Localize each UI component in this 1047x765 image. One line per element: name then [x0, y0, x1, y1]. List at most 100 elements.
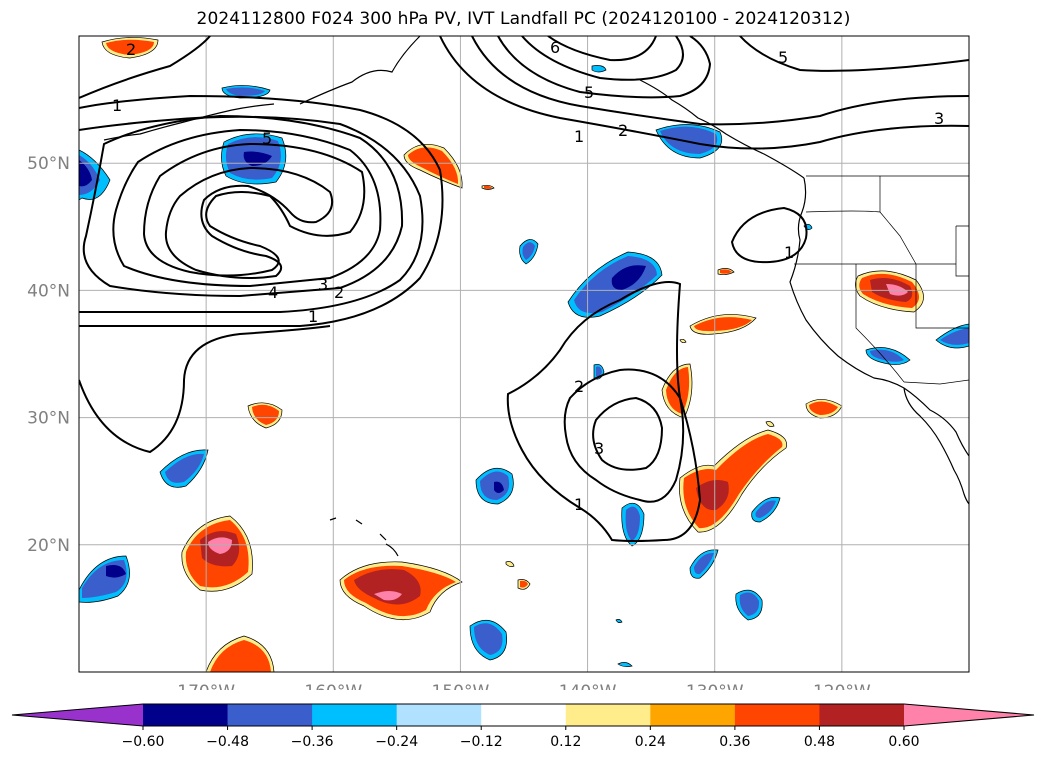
contour-line [730, 206, 808, 264]
contour-line [82, 114, 404, 298]
blob-pos [809, 401, 838, 415]
coastlines [103, 36, 969, 557]
contour-label: 2 [334, 283, 344, 302]
contour-label: 6 [550, 38, 560, 57]
colorbar-segment [481, 704, 567, 726]
contour-label: 1 [112, 96, 122, 115]
blob-pos [520, 580, 528, 588]
contour-label: 1 [784, 243, 794, 262]
lon-tick-label: 140°W [559, 682, 617, 690]
contour-line [79, 36, 211, 99]
blob-neg [79, 160, 92, 187]
latitude-tick-labels: 20°N 30°N 40°N 50°N [27, 154, 70, 556]
colorbar-segment [650, 704, 736, 726]
blob-pos [666, 367, 690, 414]
colorbar-tick-label: 0.48 [804, 734, 835, 750]
contour-line [563, 368, 685, 503]
contour-label: 3 [318, 275, 328, 294]
blob-neg [522, 242, 535, 260]
blob-pos [886, 284, 908, 296]
blob-pos [252, 404, 279, 425]
contour-line [547, 36, 657, 62]
colorbar-tick-label: −0.12 [460, 734, 503, 750]
border-wa-or [805, 176, 881, 213]
map-frame [78, 35, 970, 673]
coastline-baja [903, 387, 969, 505]
colorbar-segment [396, 704, 482, 726]
colorbar-segment [227, 704, 313, 726]
longitude-tick-labels: 170°W 160°W 150°W 140°W 130°W 120°W [177, 682, 871, 690]
lon-tick-label: 170°W [177, 682, 235, 690]
contour-line [142, 142, 366, 277]
colorbar-tick-label: −0.24 [375, 734, 418, 750]
contour-label: 5 [778, 48, 788, 67]
border-ca-nv [855, 264, 905, 383]
blob-neg [243, 151, 272, 166]
contour-line [521, 36, 684, 81]
colorbar-segment [734, 704, 820, 726]
map-panel: 2 1 5 4 3 2 1 6 5 2 1 5 3 1 2 3 1 170°W1… [27, 35, 970, 690]
blob-pos [765, 421, 775, 427]
colorbar: −0.60 −0.48 −0.36 −0.24 −0.12 0.12 0.24 0.36 0.4… [11, 703, 1035, 750]
blob-neg [226, 87, 265, 96]
blob-pos [374, 591, 402, 601]
blob-pos [408, 147, 459, 184]
contour-label: 3 [594, 439, 604, 458]
border-id [879, 211, 969, 277]
blob-pos [354, 569, 421, 605]
colorbar-segments [11, 703, 1035, 730]
blob-neg [165, 453, 204, 483]
lat-tick-label: 40°N [27, 281, 70, 301]
blob-neg [739, 592, 760, 616]
contour-line [79, 94, 444, 327]
coastline-mexico [903, 387, 969, 457]
blob-neg [615, 618, 623, 624]
blob-neg [596, 366, 602, 377]
colorbar-tick-label: 0.36 [719, 734, 750, 750]
coastline-alaska [299, 36, 421, 105]
contour-label: 4 [268, 283, 278, 302]
blob-neg [625, 506, 640, 541]
blob-neg [660, 126, 718, 154]
contour-label: 1 [574, 127, 584, 146]
blob-pos [694, 317, 752, 332]
contour-line [471, 36, 969, 126]
contour-line [497, 36, 712, 99]
lat-tick-label: 30°N [27, 409, 70, 429]
lon-tick-label: 150°W [432, 682, 490, 690]
contour-label: 2 [618, 121, 628, 140]
blob-neg [474, 623, 503, 655]
blob-pos [679, 338, 687, 344]
blob-neg [940, 328, 969, 345]
blob-neg [617, 662, 633, 668]
contour-label: 5 [584, 83, 594, 102]
blob-pos [696, 480, 729, 511]
colorbar-extend-high [904, 704, 1034, 726]
colorbar-segment [312, 704, 398, 726]
blob-neg [494, 481, 504, 493]
blob-neg [106, 565, 126, 578]
coastline-hawaii [329, 517, 399, 557]
contour-line [439, 36, 969, 150]
lat-tick-label: 20°N [27, 536, 70, 556]
state-borders [794, 175, 969, 385]
lon-tick-label: 130°W [686, 682, 744, 690]
colorbar-tick-label: −0.36 [291, 734, 334, 750]
border-nv-az [915, 264, 969, 329]
pv-contours [79, 36, 969, 542]
shaded-anomaly-fields [79, 37, 969, 672]
blob-neg [611, 265, 646, 290]
blob-pos [505, 561, 515, 568]
contour-line [79, 325, 331, 454]
colorbar-segment [819, 704, 905, 726]
lon-tick-label: 120°W [813, 682, 871, 690]
contour-line [79, 115, 424, 313]
blob-pos [210, 640, 271, 672]
lon-tick-label: 160°W [304, 682, 362, 690]
colorbar-extend-low [12, 704, 143, 726]
blob-pos [720, 269, 732, 274]
contour-label: 5 [262, 129, 272, 148]
colorbar-tick-label: 0.60 [888, 734, 919, 750]
border-us-mexico [903, 379, 969, 385]
contour-label: 2 [574, 377, 584, 396]
